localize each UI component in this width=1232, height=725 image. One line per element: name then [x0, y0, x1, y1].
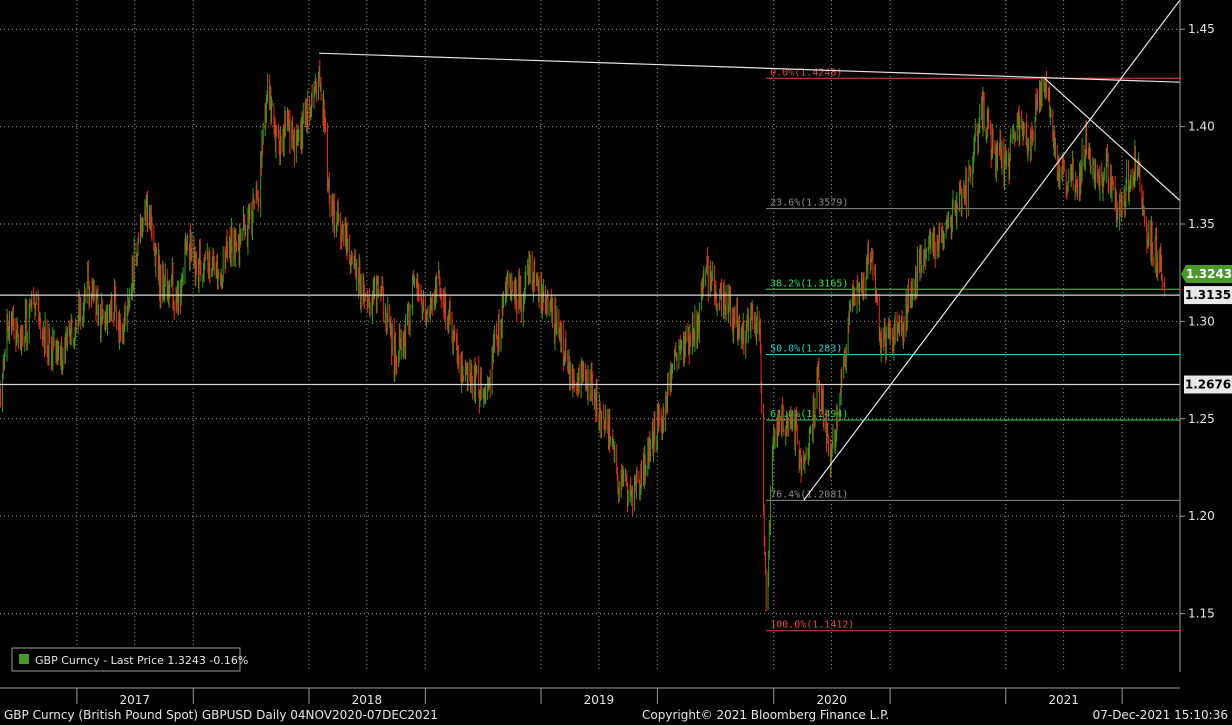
- legend-box: [11, 647, 241, 672]
- y-tick-label: 1.40: [1188, 120, 1215, 134]
- horizontal-level-tag: [1184, 375, 1232, 394]
- footer-copyright: Copyright© 2021 Bloomberg Finance L.P.: [642, 708, 890, 722]
- x-tick-label: 2020: [816, 693, 847, 707]
- legend-label: GBP Curncy - Last Price 1.3243 -0.16%: [35, 654, 248, 667]
- x-tick-label: 2021: [1048, 693, 1079, 707]
- y-tick-label: 1.25: [1188, 412, 1215, 426]
- trendline: [1044, 77, 1181, 202]
- x-tick-label: 2019: [584, 693, 615, 707]
- footer-timestamp: 07-Dec-2021 15:10:36: [1092, 708, 1228, 722]
- fibonacci-levels: 0.0%(1.4248) 23.6%(1.3579) 38.2%(1.3165) 50…: [766, 67, 1180, 632]
- fib-level-label: 23.6%(1.3579): [770, 198, 848, 209]
- horizontal-level-tag-label: 1.3135: [1185, 288, 1231, 302]
- y-tick-label: 1.30: [1188, 314, 1215, 328]
- last-price-tag: [1181, 265, 1232, 284]
- footer-security-description: GBP Curncy (British Pound Spot) GBPUSD D…: [4, 708, 438, 722]
- y-tick-label: 1.45: [1188, 22, 1215, 36]
- horizontal-level-tag-label: 1.2676: [1185, 378, 1231, 392]
- grid: [0, 0, 1180, 672]
- x-tick-label: 2018: [352, 693, 383, 707]
- y-tick-label: 1.35: [1188, 217, 1215, 231]
- trendline: [803, 0, 1181, 501]
- fib-level-label: 50.0%(1.283): [770, 344, 842, 355]
- x-tick-label: 2017: [120, 693, 151, 707]
- legend-swatch: [19, 654, 29, 664]
- candlestick-series: [0, 59, 1166, 612]
- trendlines: [319, 0, 1181, 501]
- legend: GBP Curncy - Last Price 1.3243 -0.16%: [11, 647, 248, 672]
- fib-level-label: 38.2%(1.3165): [770, 278, 848, 289]
- fib-level-label: 0.0%(1.4248): [770, 67, 842, 78]
- y-axis: 1.15 1.20 1.25 1.30 1.35 1.40 1.45 1.3243: [1179, 0, 1232, 672]
- horizontal-level-tag: [1184, 286, 1232, 305]
- horizontal-levels: 1.3135 1.2676: [0, 286, 1232, 394]
- y-tick-label: 1.15: [1188, 607, 1215, 621]
- last-price-label: 1.3243: [1186, 267, 1232, 281]
- x-axis: 2017 2018 2019 2020 2021: [0, 687, 1180, 707]
- fib-level-label: 100.0%(1.1412): [770, 620, 854, 631]
- fib-level-label: 61.8%(1.2494): [770, 409, 848, 420]
- trendline: [319, 52, 1181, 83]
- fib-level-label: 76.4%(1.2081): [770, 489, 848, 500]
- y-tick-label: 1.20: [1188, 509, 1215, 523]
